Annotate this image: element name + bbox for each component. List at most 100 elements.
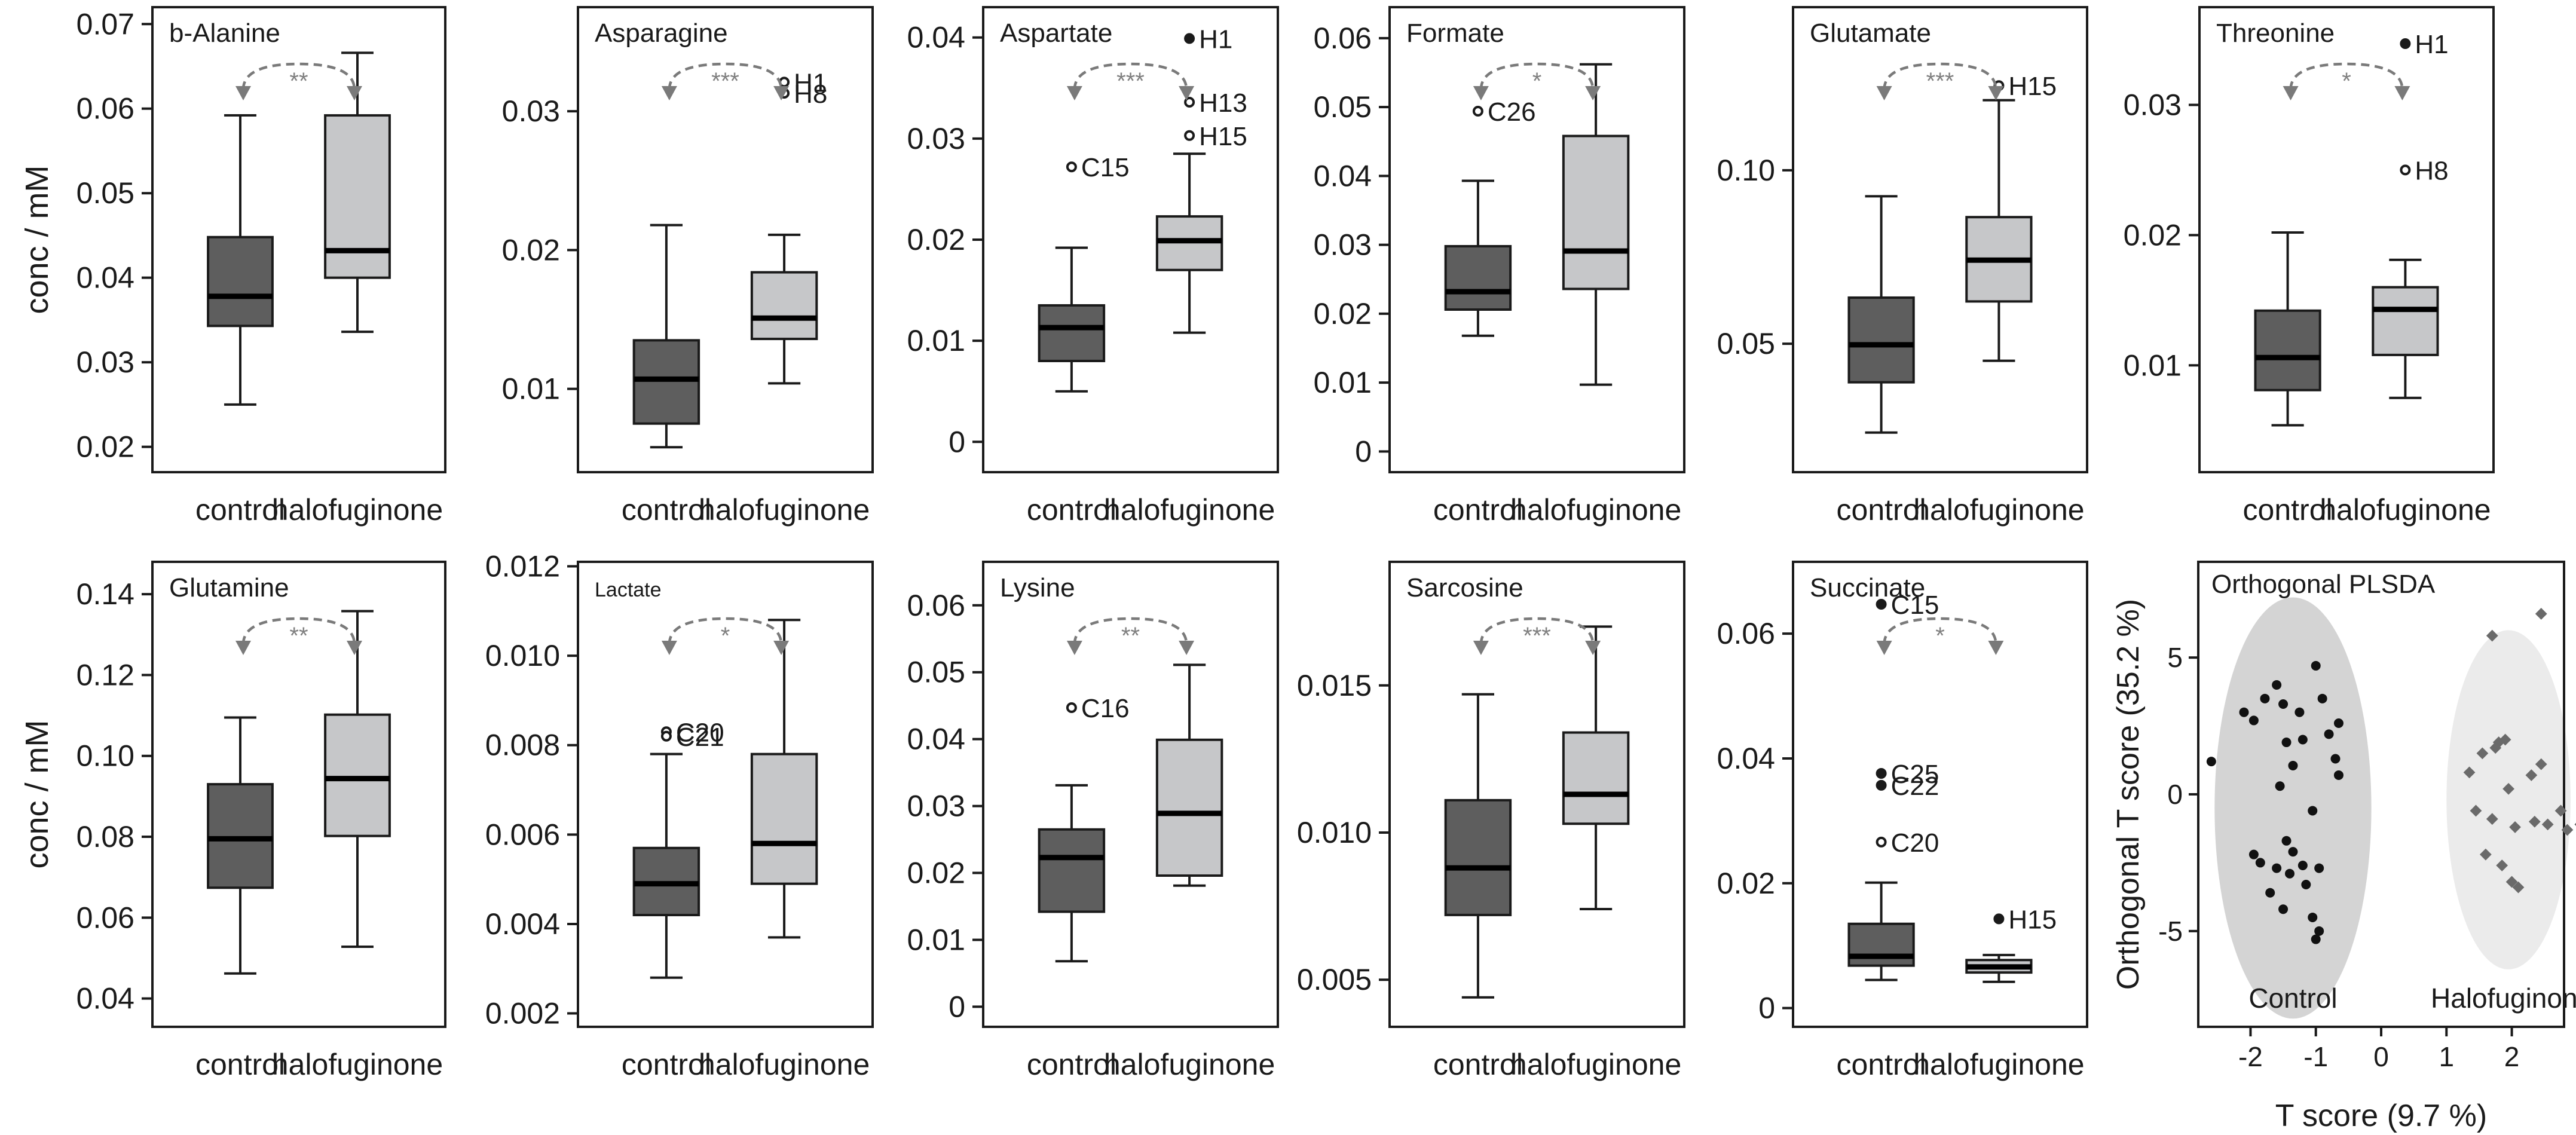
arrowhead-left	[1066, 86, 1082, 100]
y-tick-label: 0.10	[77, 739, 134, 773]
significance-bracket	[1479, 62, 1595, 90]
outlier-label: H1	[794, 68, 827, 97]
arrowhead-right	[773, 641, 790, 655]
panel-title: Sarcosine	[1406, 573, 1523, 602]
arrowhead-right	[347, 641, 362, 655]
box-control	[207, 716, 274, 975]
y-tick-label: 0.015	[1297, 669, 1372, 702]
y-tick-label: 0.01	[502, 372, 560, 406]
x-category-label: control	[1027, 1048, 1116, 1081]
significance-stars: ***	[711, 68, 739, 94]
x-category-label: halofuginone	[1104, 493, 1275, 527]
y-tick-label: 0.04	[1314, 159, 1372, 192]
halofuginone-point	[2486, 813, 2498, 825]
significance-bracket	[1073, 62, 1188, 90]
y-tick-label: 5	[2167, 642, 2183, 673]
iqr-box	[1444, 244, 1512, 311]
group-label-halofuginone: Halofuginone	[2431, 983, 2576, 1014]
halofuginone-point	[2496, 859, 2508, 871]
arrowhead-left	[1066, 641, 1082, 655]
y-tick-label: 0.06	[1717, 617, 1775, 650]
y-tick-label: 0.03	[907, 122, 965, 155]
iqr-box	[1847, 296, 1915, 384]
y-axis-label: Orthogonal T score (35.2 %)	[2111, 599, 2146, 990]
panel-title: b-Alanine	[169, 19, 280, 48]
box-control	[1847, 195, 1915, 434]
x-category-label: halofuginone	[1913, 1048, 2084, 1081]
control-point	[2308, 806, 2318, 816]
control-point	[2275, 781, 2285, 791]
outlier-label: H1	[1199, 25, 1232, 54]
y-tick-label: 0.01	[907, 923, 965, 956]
y-tick-label: 0.10	[1717, 154, 1775, 187]
y-tick-label: 0.14	[77, 577, 134, 611]
y-tick-label: 0.01	[907, 324, 965, 357]
y-tick-label: 0.03	[907, 790, 965, 823]
box-control	[1444, 693, 1512, 999]
y-tick-label: 0	[2167, 779, 2183, 810]
halofuginone-point	[2499, 733, 2511, 746]
outlier-point	[1184, 130, 1195, 141]
box-halofuginone	[1155, 663, 1223, 887]
outlier-point	[1184, 33, 1195, 44]
iqr-box	[2254, 309, 2321, 391]
significance-bracket	[1883, 617, 1997, 645]
panel-title: Glutamate	[1810, 19, 1931, 48]
control-point	[2333, 718, 2344, 729]
control-point	[2314, 863, 2324, 873]
x-category-label: control	[1433, 1048, 1523, 1081]
box-halofuginone	[1965, 953, 2033, 983]
arrowhead-left	[1473, 641, 1489, 655]
y-tick-label: 0	[1355, 435, 1372, 468]
y-tick-label: 0.03	[2124, 88, 2182, 121]
arrowhead-left	[235, 86, 251, 100]
iqr-box	[1847, 922, 1915, 967]
y-tick-label: 0.04	[907, 723, 965, 756]
y-tick-label: 0.02	[907, 856, 965, 890]
y-tick-label: 0.006	[485, 818, 560, 851]
iqr-box	[1038, 828, 1106, 913]
box-control	[1038, 784, 1106, 963]
y-tick-label: 0.06	[77, 92, 134, 126]
box-halofuginone	[1965, 99, 2033, 362]
halofuginone-point	[2509, 821, 2521, 833]
outlier-label: H15	[2008, 905, 2057, 934]
halofuginone-point	[2528, 815, 2541, 828]
y-tick-label: 0.008	[485, 729, 560, 762]
y-tick-label: 0.03	[77, 345, 134, 379]
y-tick-label: 0	[949, 990, 965, 1023]
panel-title: Lysine	[1000, 573, 1075, 602]
panel-title: Formate	[1406, 19, 1504, 48]
outlier-point	[1876, 599, 1887, 610]
boxplot-panel-b-alanine: b-Alanine 0.02 0.03 0.04 0.05 0.06 0.07 control…	[19, 6, 446, 527]
x-category-label: control	[1433, 493, 1523, 527]
x-category-label: halofuginone	[1913, 493, 2084, 527]
arrowhead-right	[2394, 86, 2410, 100]
control-point	[2333, 770, 2344, 780]
x-category-label: control	[195, 493, 285, 527]
y-tick-label: 0.06	[77, 901, 134, 934]
control-point	[2294, 707, 2305, 717]
panel-title: Glutamine	[169, 573, 289, 602]
y-tick-label: 0.012	[485, 549, 560, 583]
significance-stars: *	[1935, 623, 1945, 649]
x-category-label: control	[622, 493, 711, 527]
arrowhead-left	[235, 641, 251, 655]
halofuginone-point	[2486, 629, 2498, 642]
outlier-label: H1	[2415, 30, 2448, 59]
significance-stars: ***	[1926, 68, 1954, 94]
x-category-label: control	[1837, 493, 1926, 527]
box-halofuginone	[750, 619, 818, 939]
x-tick-label: 1	[2439, 1041, 2454, 1072]
panel-frame	[1388, 561, 1685, 1028]
y-tick-label: 0.005	[1297, 963, 1372, 996]
control-point	[2278, 904, 2289, 914]
control-point	[2255, 858, 2265, 868]
arrowhead-right	[1585, 641, 1601, 655]
outlier-point	[1876, 836, 1887, 848]
significance-bracket	[241, 62, 356, 90]
x-category-label: halofuginone	[699, 1048, 870, 1081]
significance-bracket	[668, 62, 783, 90]
boxplot-panel-lysine: Lysine 0 0.01 0.02 0.03 0.04 0.05 0.06 controlha…	[907, 561, 1279, 1081]
iqr-box	[750, 271, 818, 341]
